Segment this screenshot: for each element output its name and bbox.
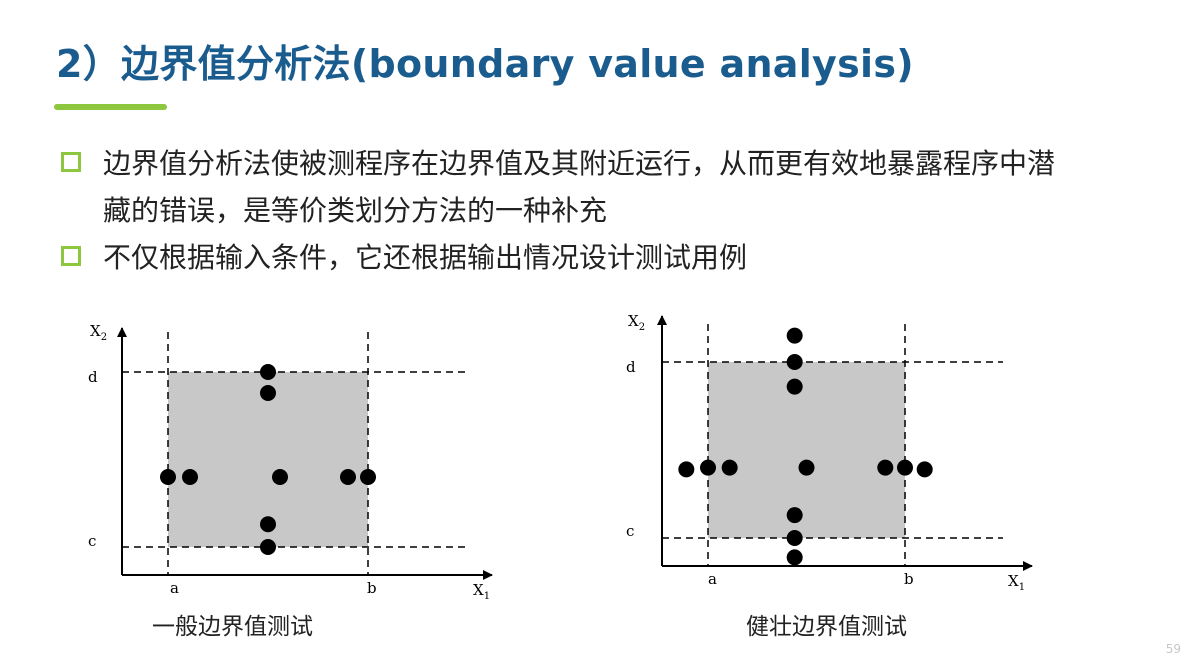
test-point — [786, 378, 803, 395]
test-point — [160, 469, 176, 485]
general-boundary-plot: X2 X1 d c a b — [88, 322, 493, 602]
x-axis-label: X1 — [1008, 572, 1025, 593]
tick-label-d: d — [88, 368, 98, 386]
test-points — [678, 327, 933, 566]
bullet-2-line-1: 不仅根据输入条件，它还根据输出情况设计测试用例 — [103, 241, 748, 274]
title-underline — [54, 104, 167, 110]
test-point — [721, 459, 738, 476]
test-point — [786, 507, 803, 524]
test-point — [897, 459, 913, 476]
square-bullet-icon — [61, 152, 81, 172]
x-axis-label: X1 — [473, 581, 490, 602]
test-point — [798, 459, 815, 476]
bullet-list: 边界值分析法使被测程序在边界值及其附近运行，从而更有效地暴露程序中潜 藏的错误，… — [60, 140, 1150, 281]
test-point — [182, 469, 198, 485]
tick-label-a: a — [708, 570, 717, 588]
tick-label-d: d — [626, 358, 636, 376]
y-axis-label: X2 — [90, 322, 107, 343]
test-point — [678, 461, 695, 478]
test-point — [786, 354, 803, 370]
tick-label-a: a — [170, 579, 179, 597]
bullet-1-line-1: 边界值分析法使被测程序在边界值及其附近运行，从而更有效地暴露程序中潜 — [103, 147, 1056, 180]
robust-boundary-caption: 健壮边界值测试 — [746, 614, 907, 640]
robust-boundary-plot: X2 X1 d c a b — [626, 312, 1033, 593]
page-number: 59 — [1165, 642, 1181, 656]
test-points — [160, 364, 376, 555]
test-point — [260, 516, 276, 533]
general-boundary-diagram: X2 X1 d c a b — [80, 310, 500, 605]
bullet-1-line-2: 藏的错误，是等价类划分方法的一种补充 — [103, 194, 608, 227]
tick-label-b: b — [367, 579, 377, 597]
test-point — [786, 549, 803, 566]
tick-label-c: c — [88, 532, 96, 550]
test-point — [877, 459, 894, 476]
general-boundary-caption: 一般边界值测试 — [152, 614, 313, 640]
test-point — [700, 459, 716, 476]
test-point — [916, 461, 933, 478]
bullet-item-2: 不仅根据输入条件，它还根据输出情况设计测试用例 — [60, 234, 1150, 281]
tick-label-b: b — [904, 570, 914, 588]
square-bullet-icon — [61, 246, 81, 266]
y-axis-label: X2 — [628, 312, 645, 333]
test-point — [360, 469, 376, 485]
page-title: 2）边界值分析法(boundary value analysis) — [56, 42, 914, 86]
test-point — [260, 385, 276, 401]
valid-domain-region — [708, 362, 905, 538]
test-point — [260, 539, 276, 555]
bullet-item-1: 边界值分析法使被测程序在边界值及其附近运行，从而更有效地暴露程序中潜 藏的错误，… — [60, 140, 1150, 234]
test-point — [340, 469, 356, 485]
test-point — [786, 530, 803, 546]
test-point — [260, 364, 276, 380]
robust-boundary-diagram: X2 X1 d c a b — [620, 306, 1040, 601]
tick-label-c: c — [626, 522, 634, 540]
test-point — [786, 327, 803, 344]
test-point — [272, 469, 288, 485]
